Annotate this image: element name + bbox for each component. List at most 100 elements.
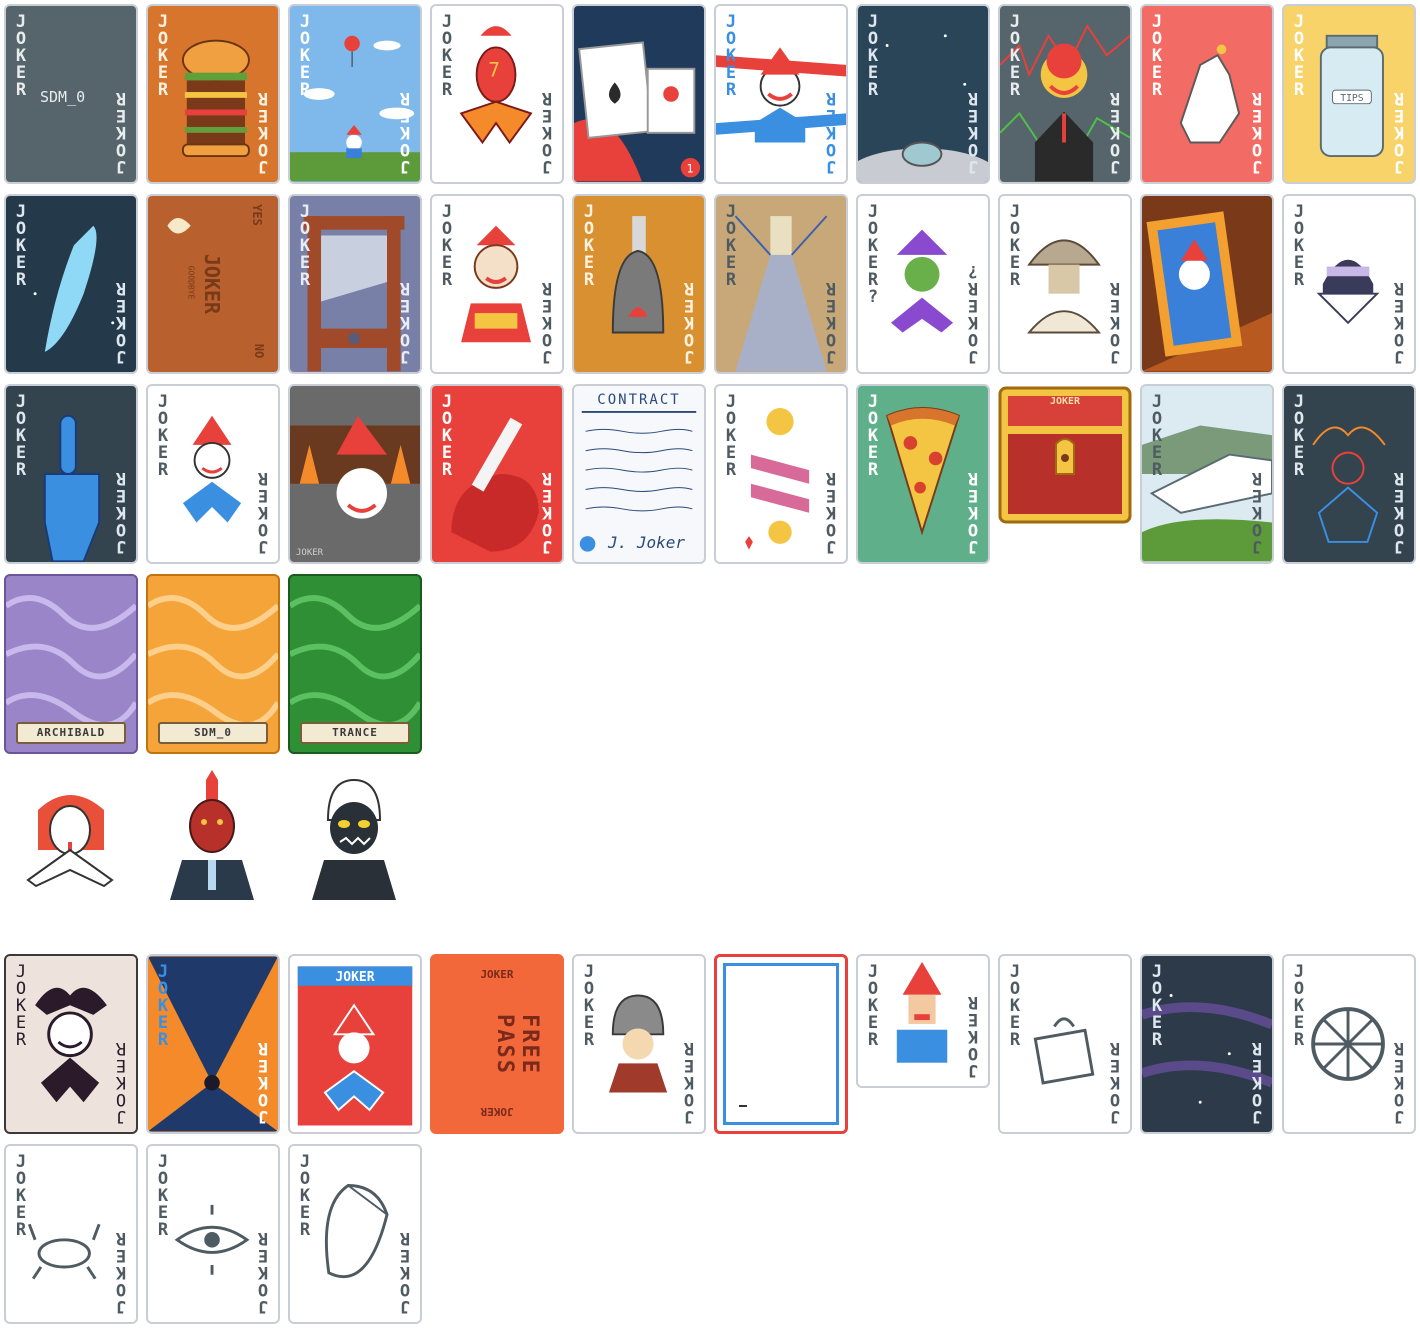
- card-label: JOKER: [821, 281, 841, 366]
- card-label: JOKER: [1005, 12, 1025, 97]
- contract-signature: J. Joker: [608, 533, 686, 552]
- contract-lines: [579, 410, 697, 552]
- joker-card-ouija[interactable]: YES JOKER GOODBYE NO: [146, 194, 280, 374]
- vortex-illustration: [148, 956, 278, 1132]
- joker-card-wheel[interactable]: JOKER JOKER: [1282, 954, 1416, 1134]
- old-clown-illustration: [461, 225, 531, 343]
- card-label: JOKER: [1389, 471, 1409, 556]
- portrait-red-hair[interactable]: [4, 770, 138, 904]
- gift-box-icon: [1033, 1017, 1095, 1085]
- guillotine-illustration: [303, 216, 405, 372]
- joker-card-seed[interactable]: JOKER JOKER: [288, 1144, 422, 1324]
- joker-card-neon-jester[interactable]: JOKER JOKER: [1282, 384, 1416, 564]
- joker-card-pizza[interactable]: JOKER JOKER: [856, 384, 990, 564]
- joker-card-blank[interactable]: [714, 954, 848, 1134]
- joker-card-snap-hand[interactable]: JOKER JOKER: [1140, 4, 1274, 184]
- joker-card-bone-ribbon[interactable]: JOKER JOKER: [714, 384, 848, 564]
- joker-card-guillotine[interactable]: JOKER JOKER: [288, 194, 422, 374]
- card-label: JOKER: [1247, 91, 1267, 176]
- striped-clown-illustration: [716, 47, 846, 143]
- crab-icon: [27, 1223, 101, 1280]
- card-label: JOKER: [1289, 962, 1309, 1047]
- joker-card-ninja[interactable]: JOKER JOKER: [1282, 194, 1416, 374]
- card-label: JOKER: [679, 1041, 699, 1126]
- seed-pod-icon: [325, 1184, 389, 1279]
- joker-card-ticket-jester[interactable]: JOKER: [288, 954, 422, 1134]
- card-label: JOKER: [1289, 12, 1309, 97]
- deck-back-archibald[interactable]: ARCHIBALD: [4, 574, 138, 754]
- joker-card-train[interactable]: JOKER JOKER: [1140, 384, 1274, 564]
- deck-name-plate: SDM_0: [158, 722, 268, 744]
- blank-frame: [723, 963, 839, 1125]
- free-pass-main: FREE PASS: [492, 1013, 542, 1075]
- portrait-horned[interactable]: [288, 770, 422, 904]
- classic-jester-illustration: [35, 987, 107, 1103]
- deck-back-trance[interactable]: TRANCE: [288, 574, 422, 754]
- deck-name-plate: ARCHIBALD: [16, 722, 126, 744]
- joker-card-old-clown[interactable]: JOKER JOKER: [430, 194, 564, 374]
- ouija-yes: YES: [250, 204, 265, 226]
- joker-card-mushroom[interactable]: JOKER JOKER: [998, 194, 1132, 374]
- deck-back-sdm0[interactable]: SDM_0: [146, 574, 280, 754]
- joker-card-guitar[interactable]: JOKER JOKER: [430, 384, 564, 564]
- ace-of-spades-illustration: 1: [574, 41, 701, 182]
- joker-card-tip-jar[interactable]: TIPS JOKER JOKER: [1282, 4, 1416, 184]
- portrait-rooster[interactable]: [146, 770, 280, 904]
- card-label: JOKER: [1389, 281, 1409, 366]
- card-label: JOKER: [437, 202, 457, 287]
- free-pass-top: JOKER: [480, 968, 514, 981]
- joker-card-tilted-jester[interactable]: JOKER JOKER: [146, 384, 280, 564]
- card-label: JOKER: [721, 12, 741, 97]
- card-label: JOKER: [11, 962, 31, 1047]
- joker-card-stock-clown[interactable]: JOKER JOKER: [998, 4, 1132, 184]
- eye-icon: [174, 1204, 250, 1275]
- joker-card-balloon[interactable]: JOKER JOKER: [288, 4, 422, 184]
- joker-card-galaxy[interactable]: JOKER JOKER: [1140, 954, 1274, 1134]
- joker-card-corridor[interactable]: JOKER JOKER: [714, 194, 848, 374]
- free-pass-bottom: JOKER: [480, 1105, 514, 1118]
- card-label: JOKER?: [863, 202, 883, 304]
- joker-card-ace[interactable]: 1: [572, 4, 706, 184]
- joker-card-fire-jester[interactable]: JOKER: [288, 384, 422, 564]
- joker-card-sdm0[interactable]: JOKER JOKER SDM_0: [4, 4, 138, 184]
- card-label: JOKER: [111, 281, 131, 366]
- joker-card-gift[interactable]: JOKER JOKER: [998, 954, 1132, 1134]
- card-label: JOKER: [963, 995, 983, 1080]
- joker-card-crab[interactable]: JOKER JOKER: [4, 1144, 138, 1324]
- ticket-jester-illustration: [297, 966, 413, 1126]
- joker-card-clown-stripes[interactable]: JOKER JOKER: [714, 4, 848, 184]
- joker-card-painting[interactable]: [1140, 194, 1274, 374]
- card-label: JOKER: [863, 12, 883, 97]
- joker-card-free-pass[interactable]: JOKER FREE PASS JOKER: [430, 954, 564, 1134]
- card-label: JOKER: [253, 1041, 273, 1126]
- card-label: JOKER: [437, 12, 457, 97]
- card-label: JOKER: [1247, 1041, 1267, 1126]
- svg-text:7: 7: [488, 59, 500, 82]
- card-label: JOKER: [537, 91, 557, 176]
- card-label: JOKER: [153, 392, 173, 477]
- card-label: JOKER: [1147, 392, 1167, 477]
- tip-jar-illustration: TIPS: [1319, 34, 1384, 158]
- joker-card-helmet[interactable]: JOKER JOKER: [572, 954, 706, 1134]
- joker-card-kiln[interactable]: JOKER JOKER: [572, 194, 706, 374]
- card-label: JOKER: [963, 471, 983, 556]
- rooster-suit-figure-icon: [170, 770, 254, 900]
- joker-card-seven-jester[interactable]: 7 JOKER JOKER: [430, 4, 564, 184]
- joker-card-pixel-jester[interactable]: JOKER JOKER: [856, 954, 990, 1088]
- card-label: JOKER: [111, 1041, 131, 1126]
- joker-card-chest[interactable]: JOKER: [998, 384, 1132, 564]
- joker-card-blue-finger[interactable]: JOKER JOKER: [4, 384, 138, 564]
- card-label: JOKER: [111, 471, 131, 556]
- joker-card-comet[interactable]: JOKER JOKER: [4, 194, 138, 374]
- joker-card-vortex[interactable]: JOKER JOKER: [146, 954, 280, 1134]
- card-label: JOKER: [153, 962, 173, 1047]
- joker-card-classic[interactable]: JOKER JOKER: [4, 954, 138, 1134]
- joker-card-contract[interactable]: CONTRACT J. Joker: [572, 384, 706, 564]
- joker-card-eye[interactable]: JOKER JOKER: [146, 1144, 280, 1324]
- goblin-jester-illustration: [890, 229, 954, 333]
- neon-jester-illustration: [1312, 426, 1386, 543]
- joker-card-goblin[interactable]: JOKER? JOKER?: [856, 194, 990, 374]
- joker-card-space-dome[interactable]: JOKER JOKER: [856, 4, 990, 184]
- joker-card-burger[interactable]: JOKER JOKER: [146, 4, 280, 184]
- red-hair-figure-icon: [26, 795, 114, 888]
